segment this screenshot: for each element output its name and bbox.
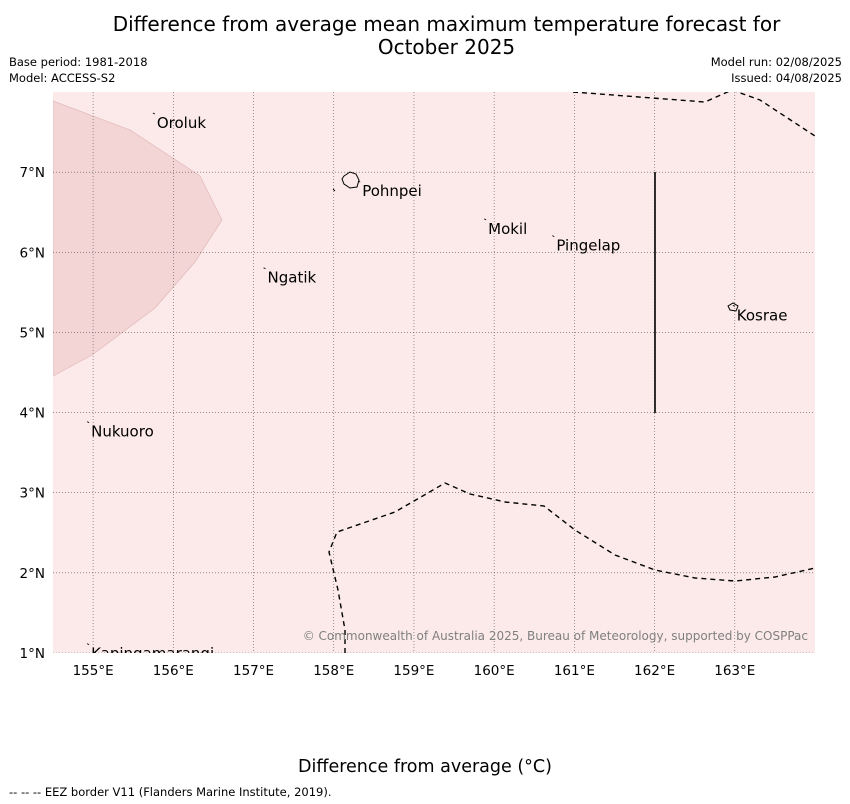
place-labels: Oroluk Pohnpei Mokil Pingelap Ngatik Kosrae Nu… <box>86 112 788 663</box>
graticule <box>53 92 815 653</box>
meta-right: Model run: 02/08/2025 Issued: 04/08/2025 <box>711 54 842 86</box>
lat-tick-label: 5°N <box>20 325 45 341</box>
lon-tick-label: 159°E <box>393 663 434 679</box>
lat-tick-label: 3°N <box>20 486 45 502</box>
title-line-1: Difference from average mean maximum tem… <box>112 12 781 36</box>
lon-tick-label: 161°E <box>554 663 595 679</box>
place-marker <box>358 180 361 183</box>
place-label: Pohnpei <box>362 182 422 200</box>
lon-tick-label: 157°E <box>233 663 274 679</box>
lon-tick-label: 155°E <box>73 663 114 679</box>
place-marker <box>552 235 555 238</box>
map: Oroluk Pohnpei Mokil Pingelap Ngatik Kosrae Nu… <box>20 92 815 679</box>
lat-tick-label: 7°N <box>20 165 45 181</box>
lat-tick-label: 4°N <box>20 406 45 422</box>
place-marker <box>483 218 487 221</box>
lat-tick-label: 1°N <box>20 646 45 662</box>
lon-tick-label: 163°E <box>714 663 755 679</box>
model-name: Model: ACCESS-S2 <box>9 71 116 85</box>
place-label: Pingelap <box>556 237 620 255</box>
place-label: Ngatik <box>268 269 317 287</box>
lon-tick-label: 160°E <box>474 663 515 679</box>
axis-ticks: 155°E 156°E 157°E 158°E 159°E 160°E 161°E 162°E… <box>20 165 756 679</box>
lon-tick-label: 158°E <box>313 663 354 679</box>
colorbar-label: Difference from average (°C) <box>298 757 552 777</box>
lat-tick-label: 6°N <box>20 245 45 261</box>
lon-tick-label: 162°E <box>634 663 675 679</box>
meta-left: Base period: 1981-2018 Model: ACCESS-S2 <box>9 54 148 86</box>
place-marker <box>263 267 266 270</box>
place-marker <box>86 643 90 645</box>
chart-title: Difference from average mean maximum tem… <box>0 13 850 59</box>
place-marker <box>152 112 156 115</box>
title-line-2: October 2025 <box>377 35 516 59</box>
place-label: Nukuoro <box>91 423 154 441</box>
model-run: Model run: 02/08/2025 <box>710 55 842 69</box>
lat-tick-label: 2°N <box>20 566 45 582</box>
place-label: Mokil <box>488 220 527 238</box>
lon-tick-label: 156°E <box>153 663 194 679</box>
base-period: Base period: 1981-2018 <box>9 55 148 69</box>
kosrae-island <box>727 302 739 312</box>
place-label: Kapingamarangi <box>91 645 214 663</box>
anomaly-region <box>53 100 223 377</box>
place-label: Kosrae <box>737 306 788 324</box>
pohnpei-island <box>341 171 360 189</box>
eez-border-south <box>328 482 815 653</box>
place-label: Oroluk <box>157 114 206 132</box>
place-marker <box>732 305 735 307</box>
ant-atoll <box>332 188 336 192</box>
eez-legend-note: -- -- -- EEZ border V11 (Flanders Marine… <box>9 785 332 799</box>
eez-border <box>328 92 815 653</box>
place-marker <box>86 421 90 423</box>
islands <box>332 171 739 312</box>
issued-date: Issued: 04/08/2025 <box>731 71 842 85</box>
copyright-notice: © Commonwealth of Australia 2025, Bureau… <box>303 629 808 643</box>
